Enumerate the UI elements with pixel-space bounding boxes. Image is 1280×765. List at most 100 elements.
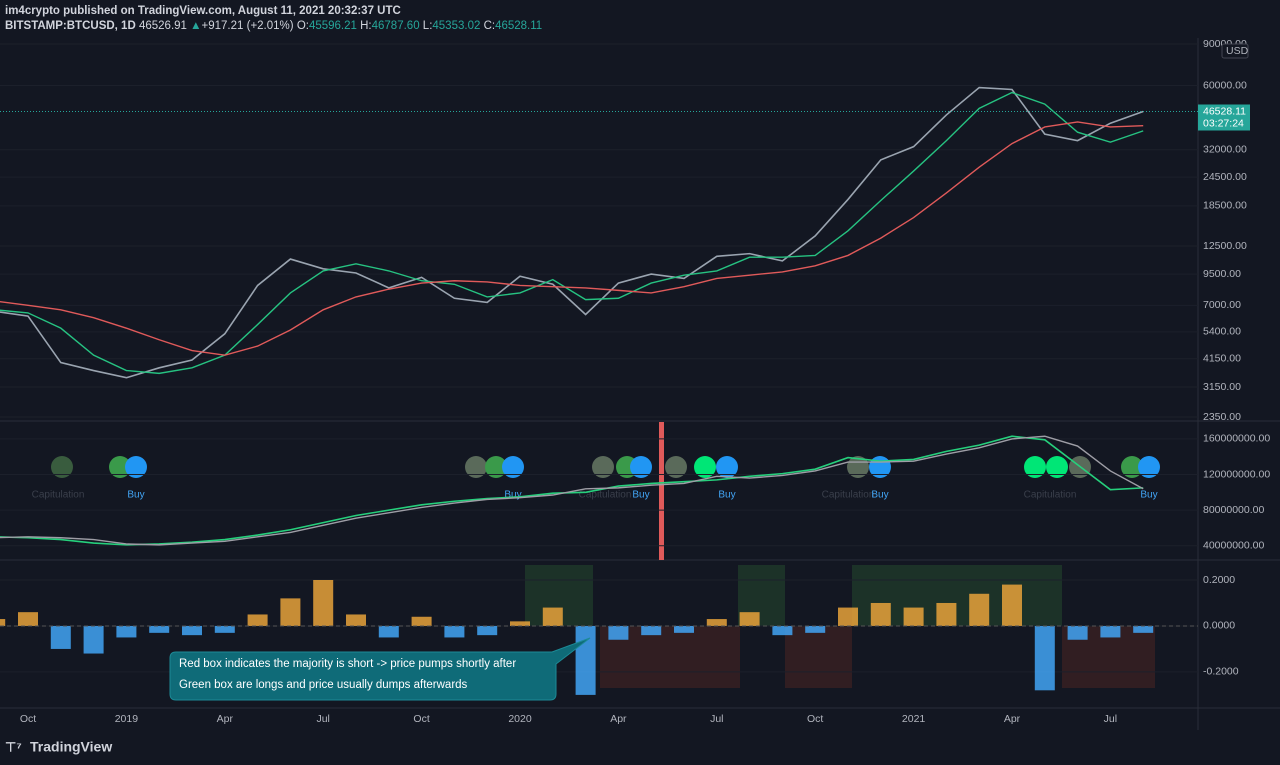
dot	[51, 456, 73, 478]
bar	[83, 625, 104, 654]
ohlc: BITSTAMP:BTCUSD, 1D 46526.91 ▲+917.21 (+…	[5, 20, 542, 32]
y-tick-label: 0.0000	[1203, 620, 1235, 632]
bar	[739, 612, 760, 626]
dot	[630, 456, 652, 478]
series-line	[0, 86, 1144, 379]
last-price-box	[1198, 104, 1250, 131]
signal-label: Buy	[632, 490, 649, 501]
bar	[18, 612, 38, 626]
red-box	[785, 626, 852, 688]
dot	[485, 456, 507, 478]
annotation-line: Red box indicates the majority is short …	[179, 658, 516, 670]
dot	[665, 456, 687, 478]
signal-label: Capitulation	[822, 490, 875, 501]
y-tick-label: 2350.00	[1203, 411, 1241, 423]
bar	[903, 607, 924, 626]
dot	[592, 456, 614, 478]
bar	[280, 598, 301, 626]
bar	[1034, 625, 1055, 691]
close: 46528.11	[495, 20, 542, 32]
x-tick-label: Jul	[710, 713, 723, 725]
annotation-line: Green box are longs and price usually du…	[179, 679, 468, 691]
callout	[169, 637, 591, 701]
bar	[50, 625, 71, 649]
x-tick-label: Oct	[807, 713, 823, 725]
bar	[1002, 584, 1022, 626]
y-tick-label: 160000000.00	[1203, 433, 1270, 445]
y-tick-label: -0.2000	[1203, 666, 1239, 678]
byline-text: im4crypto published on TradingView.com, …	[5, 5, 401, 17]
change: +917.21 (+2.01%)	[202, 20, 294, 32]
annotation: Red box indicates the majority is short …	[169, 637, 591, 701]
signal-label: Capitulation	[1024, 490, 1077, 501]
c-label: C:	[484, 20, 496, 32]
x-tick-label: Apr	[1004, 713, 1021, 725]
dot	[502, 456, 524, 478]
signal-labels: Capitulation Buy Buy Capitulation Buy Bu…	[32, 490, 1158, 501]
y-tick-label: 7000.00	[1203, 299, 1241, 311]
open: 45596.21	[309, 20, 357, 32]
x-tick-label: Jul	[316, 713, 329, 725]
brand: TradingView	[30, 739, 112, 755]
bar	[542, 607, 563, 626]
y-tick-label: 24500.00	[1203, 171, 1247, 183]
marker-line	[659, 422, 664, 560]
byline: im4crypto published on TradingView.com, …	[5, 5, 401, 17]
y-tick-label: 18500.00	[1203, 200, 1247, 212]
bar	[1133, 625, 1154, 633]
series-line	[0, 121, 1144, 356]
last: 46526.91	[139, 20, 187, 32]
y-tick-label: 4150.00	[1203, 353, 1241, 365]
bar	[116, 625, 137, 638]
bar	[772, 625, 793, 636]
series-line	[0, 91, 1144, 375]
dot	[1046, 456, 1068, 478]
bar	[477, 625, 498, 636]
bar	[674, 625, 694, 633]
bar	[838, 607, 858, 626]
bar	[182, 625, 202, 636]
x-tick-label: 2021	[902, 713, 926, 725]
bar	[346, 614, 366, 626]
symbol: BITSTAMP:BTCUSD, 1D	[5, 20, 136, 32]
bar	[641, 625, 662, 636]
bar	[1067, 625, 1088, 640]
last-price-label: 46528.11	[1203, 105, 1246, 117]
y-tick-label: 80000000.00	[1203, 504, 1264, 516]
high: 46787.60	[372, 20, 420, 32]
bar	[1100, 625, 1121, 638]
l-label: L:	[423, 20, 433, 32]
dot	[465, 456, 487, 478]
series-line	[0, 435, 1144, 546]
series-line	[0, 435, 1144, 546]
bar	[575, 625, 596, 695]
signal-label: Buy	[871, 490, 888, 501]
currency: USD	[1226, 45, 1249, 57]
y-tick-label: 0.2000	[1203, 574, 1235, 586]
x-tick-label: Apr	[610, 713, 627, 725]
plots: 90000.0060000.0032000.0024500.0018500.00…	[0, 38, 1270, 725]
y-tick-label: 120000000.00	[1203, 468, 1270, 480]
dot	[125, 456, 147, 478]
signal-label: Capitulation	[579, 490, 632, 501]
low: 45353.02	[432, 20, 480, 32]
bar	[608, 625, 629, 640]
bar	[805, 625, 826, 633]
x-tick-label: Oct	[413, 713, 429, 725]
bar	[214, 625, 235, 633]
dot	[1138, 456, 1160, 478]
signal-label: Buy	[504, 490, 521, 501]
signal-label: Buy	[1140, 490, 1157, 501]
bar	[936, 602, 957, 626]
bar	[378, 625, 399, 638]
x-tick-label: Oct	[20, 713, 36, 725]
dot	[694, 456, 716, 478]
y-tick-label: 5400.00	[1203, 326, 1241, 338]
bar	[870, 602, 891, 626]
bar	[411, 616, 432, 626]
x-tick-label: Jul	[1104, 713, 1117, 725]
dot	[109, 456, 131, 478]
y-tick-label: 12500.00	[1203, 240, 1247, 252]
bar	[313, 579, 334, 626]
